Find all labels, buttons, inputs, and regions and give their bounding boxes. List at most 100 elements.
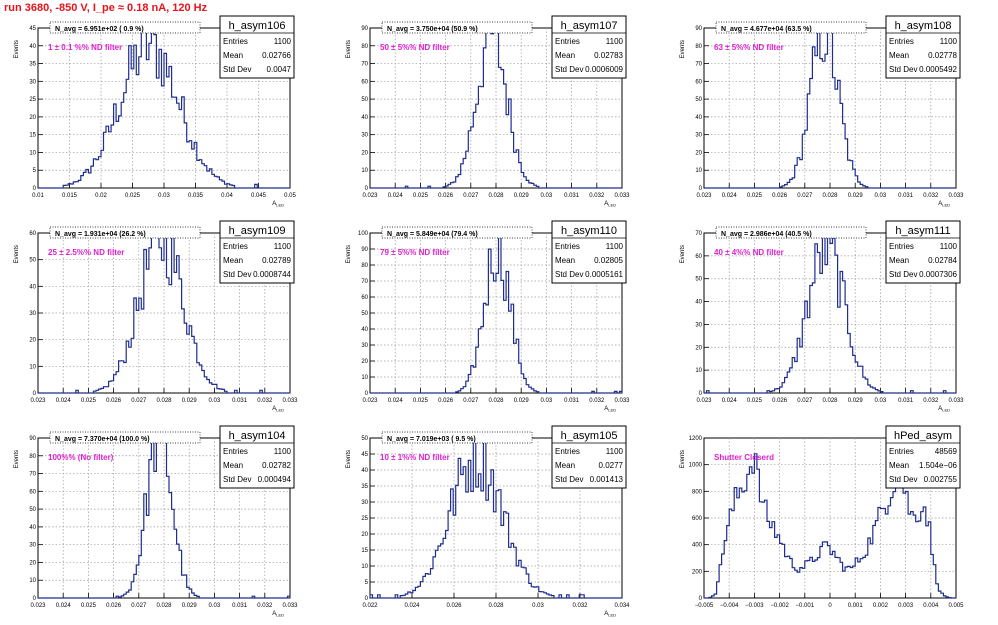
panel-h_asym107: 0.023 0.024 0.025 0.026 0.027 0.028 0.029 0.03 0… (346, 16, 630, 208)
x-tick-label: 0.024 (722, 398, 738, 404)
stats-value: 0.0005161 (585, 270, 623, 279)
x-tick-label: −0.002 (770, 603, 789, 609)
stats-value: 0.02778 (928, 51, 957, 60)
stats-value: 1100 (274, 242, 292, 251)
stats-value: 0.02766 (262, 51, 291, 60)
x-tick-label: 0.025 (81, 603, 97, 609)
y-tick-label: 30 (29, 311, 36, 317)
stats-value: 1100 (606, 242, 624, 251)
stats-label: Entries (889, 37, 914, 46)
y-tick-label: 10 (695, 168, 702, 174)
stats-value: 0.001413 (590, 475, 624, 484)
y-axis-label: Events (680, 450, 686, 468)
stats-value: 0.0007306 (919, 270, 957, 279)
filter-label: 1 ± 0.1 %% ND filter (48, 43, 122, 52)
x-tick-label: 0.029 (514, 398, 530, 404)
x-tick-label: 0.023 (362, 398, 378, 404)
x-tick-label: 0.005 (948, 603, 964, 609)
filter-label: 25 ± 2.5%% ND filter (48, 248, 124, 257)
x-tick-label: 0.023 (696, 193, 712, 199)
x-tick-label: 0.026 (772, 193, 788, 199)
panel-h_asym105: 0.022 0.024 0.026 0.028 0.03 0.032 0.034051015… (346, 426, 630, 618)
y-tick-label: 20 (695, 150, 702, 156)
y-axis-label: Events (14, 245, 20, 263)
stats-label: Mean (555, 461, 575, 470)
y-tick-label: 50 (361, 97, 368, 103)
stats-label: Entries (223, 242, 248, 251)
stats-value: 0.0047 (267, 65, 292, 74)
x-tick-label: 0.03 (209, 398, 221, 404)
stats-label: Entries (555, 447, 580, 456)
stats-label: Mean (889, 461, 909, 470)
panel-h_asym104: 0.023 0.024 0.025 0.026 0.027 0.028 0.029 0.03 0… (14, 426, 298, 618)
y-tick-label: 90 (29, 436, 36, 442)
x-tick-label: 0.026 (106, 603, 122, 609)
x-tick-label: 0.032 (257, 603, 273, 609)
filter-label: Shutter Closerd (714, 453, 774, 462)
x-tick-label: 0.024 (56, 398, 72, 404)
y-tick-label: 50 (29, 507, 36, 513)
y-tick-label: 80 (695, 44, 702, 50)
x-tick-label: 0.027 (463, 398, 479, 404)
y-tick-label: 0 (699, 596, 703, 602)
stats-label: Mean (889, 51, 909, 60)
x-tick-label: 0 (828, 603, 832, 609)
y-tick-label: 0 (365, 596, 369, 602)
x-tick-label: 0.033 (948, 398, 964, 404)
stats-value: 48569 (935, 447, 958, 456)
stats-value: 1.504e−06 (919, 461, 958, 470)
stats-value: 0.02783 (594, 51, 623, 60)
x-axis-label-subscript: LED (276, 203, 284, 208)
panel-h_asym109: 0.023 0.024 0.025 0.026 0.027 0.028 0.029 0.03 0… (14, 221, 298, 413)
y-tick-label: 20 (361, 532, 368, 538)
navg-label: N_avg = 3.750e+04 (50.9 %) (387, 26, 478, 33)
x-tick-label: 0.025 (413, 398, 429, 404)
y-tick-label: 60 (361, 79, 368, 85)
stats-label: Std Dev (889, 65, 917, 74)
x-tick-label: 0.024 (56, 603, 72, 609)
x-tick-label: 0.023 (696, 398, 712, 404)
stats-label: Std Dev (555, 65, 583, 74)
x-tick-label: 0.032 (257, 398, 273, 404)
stats-value: 0.0277 (599, 461, 624, 470)
y-tick-label: 1200 (689, 436, 703, 442)
x-axis-label-subscript: LED (942, 203, 950, 208)
y-tick-label: 20 (29, 115, 36, 121)
panel-h_asym111: 0.023 0.024 0.025 0.026 0.027 0.028 0.029 0.03 0… (680, 221, 964, 413)
y-tick-label: 30 (361, 343, 368, 349)
x-axis-label: ALED (604, 201, 616, 208)
y-tick-label: 30 (361, 500, 368, 506)
y-tick-label: 0 (33, 186, 37, 192)
x-tick-label: 0.026 (106, 398, 122, 404)
y-tick-label: 5 (365, 580, 369, 586)
stats-label: Std Dev (889, 475, 917, 484)
x-tick-label: 0.03 (209, 603, 221, 609)
y-axis-label: Events (14, 450, 20, 468)
navg-label: N_avg = 7.019e+03 ( 9.5 %) (387, 436, 476, 443)
x-tick-label: 0.04 (221, 193, 233, 199)
navg-label: N_avg = 2.986e+04 (40.5 %) (721, 231, 812, 238)
x-tick-label: −0.003 (745, 603, 764, 609)
x-tick-label: 0.035 (188, 193, 204, 199)
x-tick-label: 0.03 (158, 193, 170, 199)
stats-label: Mean (889, 256, 909, 265)
y-tick-label: 70 (361, 62, 368, 68)
x-tick-label: 0.01 (32, 193, 44, 199)
y-tick-label: 40 (695, 300, 702, 306)
y-axis-label: Events (680, 40, 686, 58)
y-tick-label: 20 (29, 560, 36, 566)
y-tick-label: 35 (29, 62, 36, 68)
stats-value: 0.02784 (928, 256, 957, 265)
x-tick-label: 0.025 (413, 193, 429, 199)
y-tick-label: 80 (361, 44, 368, 50)
x-tick-label: 0.028 (156, 603, 172, 609)
x-tick-label: 0.025 (747, 193, 763, 199)
x-tick-label: 0.032 (923, 398, 939, 404)
y-tick-label: 10 (29, 150, 36, 156)
x-tick-label: 0.027 (797, 398, 813, 404)
stats-label: Std Dev (555, 270, 583, 279)
x-tick-label: 0.033 (614, 193, 630, 199)
x-tick-label: 0.004 (923, 603, 939, 609)
y-tick-label: 20 (695, 345, 702, 351)
y-tick-label: 0 (365, 186, 369, 192)
